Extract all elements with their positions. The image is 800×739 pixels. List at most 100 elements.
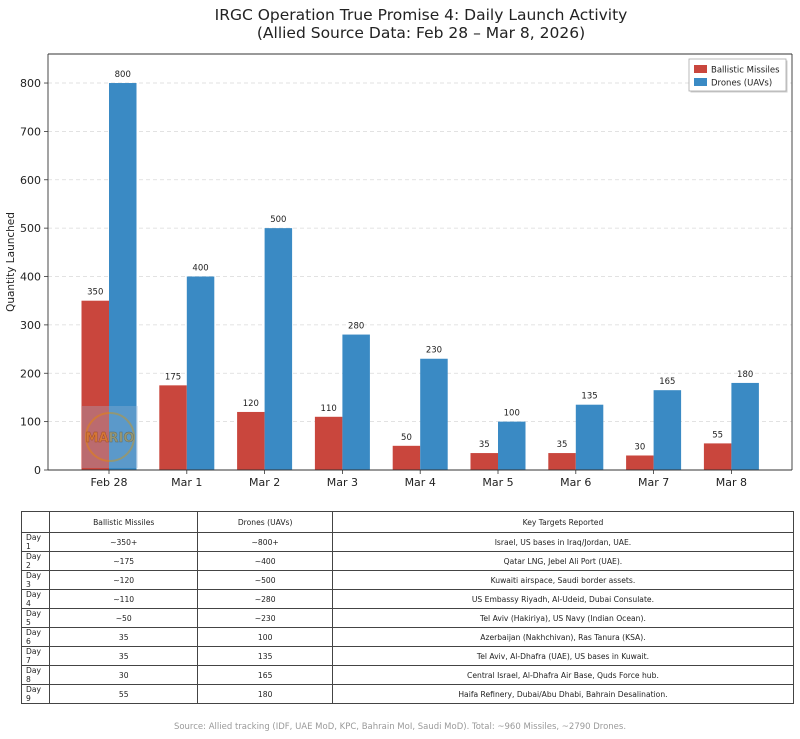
table-row: Day 3 ~120 ~500 Kuwaiti airspace, Saudi … xyxy=(21,570,795,590)
y-tick-label: 200 xyxy=(20,367,41,380)
missiles-bar xyxy=(159,385,187,470)
missiles-cell: ~350+ xyxy=(48,532,199,552)
drones-bar xyxy=(186,276,215,470)
day-cell: Day 7 xyxy=(21,646,50,666)
day-cell: Day 1 xyxy=(21,532,50,552)
x-tick-label: Mar 1 xyxy=(171,476,202,489)
day-cell: Day 6 xyxy=(21,627,50,647)
bar-value-labels: 350 800 175 400 120 500 110 280 50 230 35 100 35 135 3… xyxy=(87,70,753,452)
axes: 0 100 200 300 400 500 600 700 800 Feb 28 Mar 1 Mar … xyxy=(20,53,793,489)
legend-box xyxy=(688,58,787,92)
table-header-cell: Ballistic Missiles xyxy=(48,511,199,533)
y-tick-label: 700 xyxy=(20,125,41,138)
missiles-cell: 30 xyxy=(48,665,199,685)
table-row: Day 6 35 100 Azerbaijan (Nakhchivan), Ra… xyxy=(21,627,795,647)
bar-value-label: 100 xyxy=(504,409,520,419)
drones-cell: ~230 xyxy=(197,608,333,628)
targets-cell: Qatar LNG, Jebel Ali Port (UAE). xyxy=(331,551,795,571)
bar-value-label: 35 xyxy=(479,440,490,450)
bar-value-label: 230 xyxy=(426,346,442,356)
drones-cell: 135 xyxy=(197,646,333,666)
drones-bar xyxy=(731,382,759,470)
missiles-cell: 35 xyxy=(48,646,199,666)
bar-value-label: 800 xyxy=(115,70,131,80)
legend-swatch xyxy=(694,65,707,73)
bar-value-label: 55 xyxy=(712,430,723,440)
table-header-cell xyxy=(21,511,50,533)
bar-value-label: 110 xyxy=(321,404,337,414)
table-header-cell: Key Targets Reported xyxy=(331,511,795,533)
grid-lines xyxy=(48,82,792,423)
bar-value-label: 35 xyxy=(557,440,568,450)
bar-value-label: 500 xyxy=(270,215,286,225)
launch-data-table: Ballistic Missiles Drones (UAVs) Key Tar… xyxy=(21,511,795,704)
table-header-row: Ballistic Missiles Drones (UAVs) Key Tar… xyxy=(21,511,795,533)
drones-bar xyxy=(420,358,448,470)
x-tick-label: Mar 7 xyxy=(638,476,669,489)
y-tick-label: 400 xyxy=(20,271,41,284)
table-header-cell: Drones (UAVs) xyxy=(197,511,333,533)
watermark-text: MARIO xyxy=(86,431,135,446)
day-cell: Day 3 xyxy=(21,570,50,590)
missiles-bar xyxy=(626,455,654,470)
x-tick-label: Mar 2 xyxy=(249,476,280,489)
legend-label: Drones (UAVs) xyxy=(711,79,772,89)
table-row: Day 5 ~50 ~230 Tel Aviv (Hakiriya), US N… xyxy=(21,608,795,628)
drones-cell: ~280 xyxy=(197,589,333,609)
targets-cell: Israel, US bases in Iraq/Jordan, UAE. xyxy=(331,532,795,552)
y-tick-label: 100 xyxy=(20,416,41,429)
table-row: Day 9 55 180 Haifa Refinery, Dubai/Abu D… xyxy=(21,684,795,704)
drones-bar xyxy=(653,390,682,470)
drones-cell: 100 xyxy=(197,627,333,647)
drones-cell: 180 xyxy=(197,684,333,704)
bar-value-label: 135 xyxy=(581,392,597,402)
missiles-cell: 55 xyxy=(48,684,199,704)
table-row: Day 4 ~110 ~280 US Embassy Riyadh, Al-Ud… xyxy=(21,589,795,609)
targets-cell: Kuwaiti airspace, Saudi border assets. xyxy=(331,570,795,590)
bar-value-label: 180 xyxy=(737,370,753,380)
drones-cell: ~400 xyxy=(197,551,333,571)
targets-cell: Tel Aviv (Hakiriya), US Navy (Indian Oce… xyxy=(331,608,795,628)
missiles-bar xyxy=(548,453,576,470)
day-cell: Day 8 xyxy=(21,665,50,685)
drones-bar xyxy=(109,83,137,470)
table-row: Day 7 35 135 Tel Aviv, Al-Dhafra (UAE), … xyxy=(21,646,795,666)
bar-value-label: 30 xyxy=(634,442,645,452)
y-tick-label: 500 xyxy=(20,222,41,235)
drones-bar xyxy=(575,404,604,470)
targets-cell: Azerbaijan (Nakhchivan), Ras Tanura (KSA… xyxy=(331,627,795,647)
drones-bar xyxy=(498,421,526,470)
y-tick-label: 300 xyxy=(20,319,41,332)
missiles-bar xyxy=(703,443,732,470)
x-tick-label: Mar 8 xyxy=(716,476,747,489)
bar-value-label: 50 xyxy=(401,433,412,443)
missiles-bar xyxy=(314,416,343,470)
bar-chart: IRGC Operation True Promise 4: Daily Lau… xyxy=(5,6,793,489)
x-tick-label: Mar 5 xyxy=(482,476,513,489)
x-tick-label: Feb 28 xyxy=(91,476,128,489)
legend-swatch xyxy=(694,78,707,86)
legend: Ballistic Missiles Drones (UAVs) xyxy=(688,58,788,93)
y-tick-label: 800 xyxy=(20,77,41,90)
chart-title: IRGC Operation True Promise 4: Daily Lau… xyxy=(215,6,628,24)
day-cell: Day 5 xyxy=(21,608,50,628)
x-tick-label: Mar 6 xyxy=(560,476,591,489)
drones-cell: 165 xyxy=(197,665,333,685)
day-cell: Day 4 xyxy=(21,589,50,609)
table-row: Day 1 ~350+ ~800+ Israel, US bases in Ir… xyxy=(21,532,795,552)
bar-value-label: 400 xyxy=(192,264,208,274)
mario-watermark-logo: MARIO xyxy=(82,406,138,468)
missiles-cell: ~110 xyxy=(48,589,199,609)
source-note: Source: Allied tracking (IDF, UAE MoD, K… xyxy=(173,722,627,732)
y-tick-label: 0 xyxy=(34,464,41,477)
bar-value-label: 350 xyxy=(87,288,103,298)
y-axis-label: Quantity Launched xyxy=(5,212,17,312)
bars xyxy=(81,83,759,470)
bar-value-label: 280 xyxy=(348,322,364,332)
missiles-cell: 35 xyxy=(48,627,199,647)
chart-subtitle: (Allied Source Data: Feb 28 – Mar 8, 202… xyxy=(257,24,585,42)
drones-bar xyxy=(342,334,370,470)
targets-cell: US Embassy Riyadh, Al-Udeid, Dubai Consu… xyxy=(331,589,795,609)
x-tick-label: Mar 4 xyxy=(405,476,436,489)
legend-label: Ballistic Missiles xyxy=(711,66,780,76)
